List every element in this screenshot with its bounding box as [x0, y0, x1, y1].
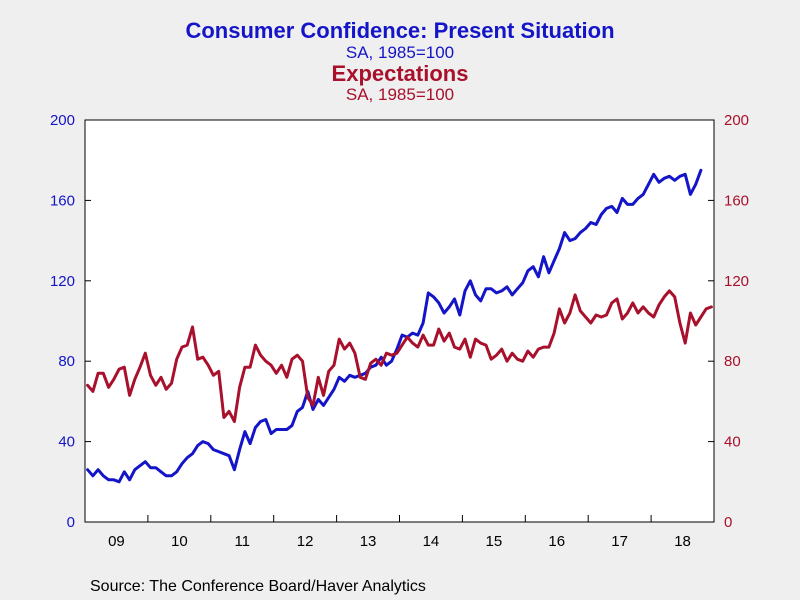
y-tick-label-left: 80 [58, 353, 75, 370]
y-tick-label-left: 120 [50, 273, 75, 290]
title-block: Consumer Confidence: Present Situation S… [0, 18, 800, 104]
y-tick-label-right: 160 [724, 192, 749, 209]
y-tick-label-left: 40 [58, 434, 75, 451]
x-tick-label: 13 [360, 533, 377, 550]
y-tick-label-left: 200 [50, 112, 75, 129]
x-tick-label: 11 [234, 533, 250, 550]
y-tick-label-right: 80 [724, 353, 741, 370]
chart-title: Consumer Confidence: Present Situation [185, 18, 615, 43]
y-tick-label-left: 160 [50, 192, 75, 209]
x-tick-label: 17 [611, 533, 628, 550]
y-tick-label-left: 0 [67, 514, 75, 531]
chart-subtitle: SA, 1985=100 [345, 43, 455, 62]
x-tick-label: 09 [108, 533, 125, 550]
y-tick-label-right: 40 [724, 434, 741, 451]
source-note: Source: The Conference Board/Haver Analy… [90, 578, 426, 595]
x-tick-label: 18 [674, 533, 691, 550]
y-tick-label-right: 120 [724, 273, 749, 290]
x-tick-label: 15 [486, 533, 503, 550]
expectations-line [86, 289, 713, 423]
y-tick-label-right: 0 [724, 514, 732, 531]
chart-subtitle-2: SA, 1985=100 [345, 85, 455, 104]
x-tick-label: 16 [548, 533, 565, 550]
chart-title-2: Expectations [331, 61, 469, 86]
x-tick-label: 10 [171, 533, 188, 550]
plot-area [84, 119, 715, 523]
y-tick-label-right: 200 [724, 112, 749, 129]
x-tick-label: 14 [423, 533, 440, 550]
x-tick-label: 12 [297, 533, 314, 550]
